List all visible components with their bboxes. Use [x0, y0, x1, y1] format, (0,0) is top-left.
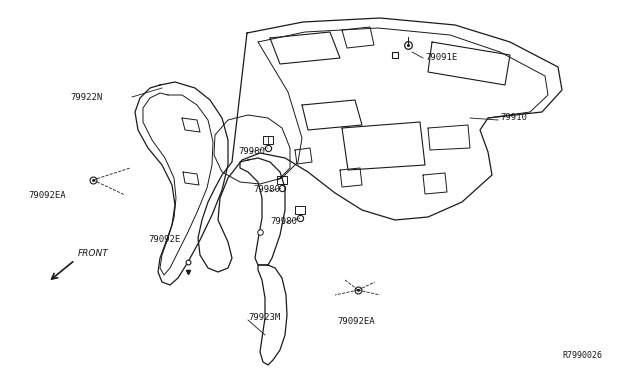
Text: 79092E: 79092E — [148, 235, 180, 244]
Text: 79092EA: 79092EA — [28, 190, 66, 199]
Text: 79092EA: 79092EA — [337, 317, 374, 327]
Text: 79980: 79980 — [253, 186, 280, 195]
Text: FRONT: FRONT — [78, 249, 109, 258]
Text: 79922N: 79922N — [70, 93, 102, 102]
Text: 79980: 79980 — [270, 218, 297, 227]
Text: 79091E: 79091E — [425, 54, 457, 62]
Text: 79910: 79910 — [500, 113, 527, 122]
Text: 79980: 79980 — [238, 148, 265, 157]
Bar — [277, 176, 287, 184]
Bar — [295, 206, 305, 214]
Bar — [263, 136, 273, 144]
Text: 79923M: 79923M — [248, 314, 280, 323]
Text: R7990026: R7990026 — [562, 352, 602, 360]
